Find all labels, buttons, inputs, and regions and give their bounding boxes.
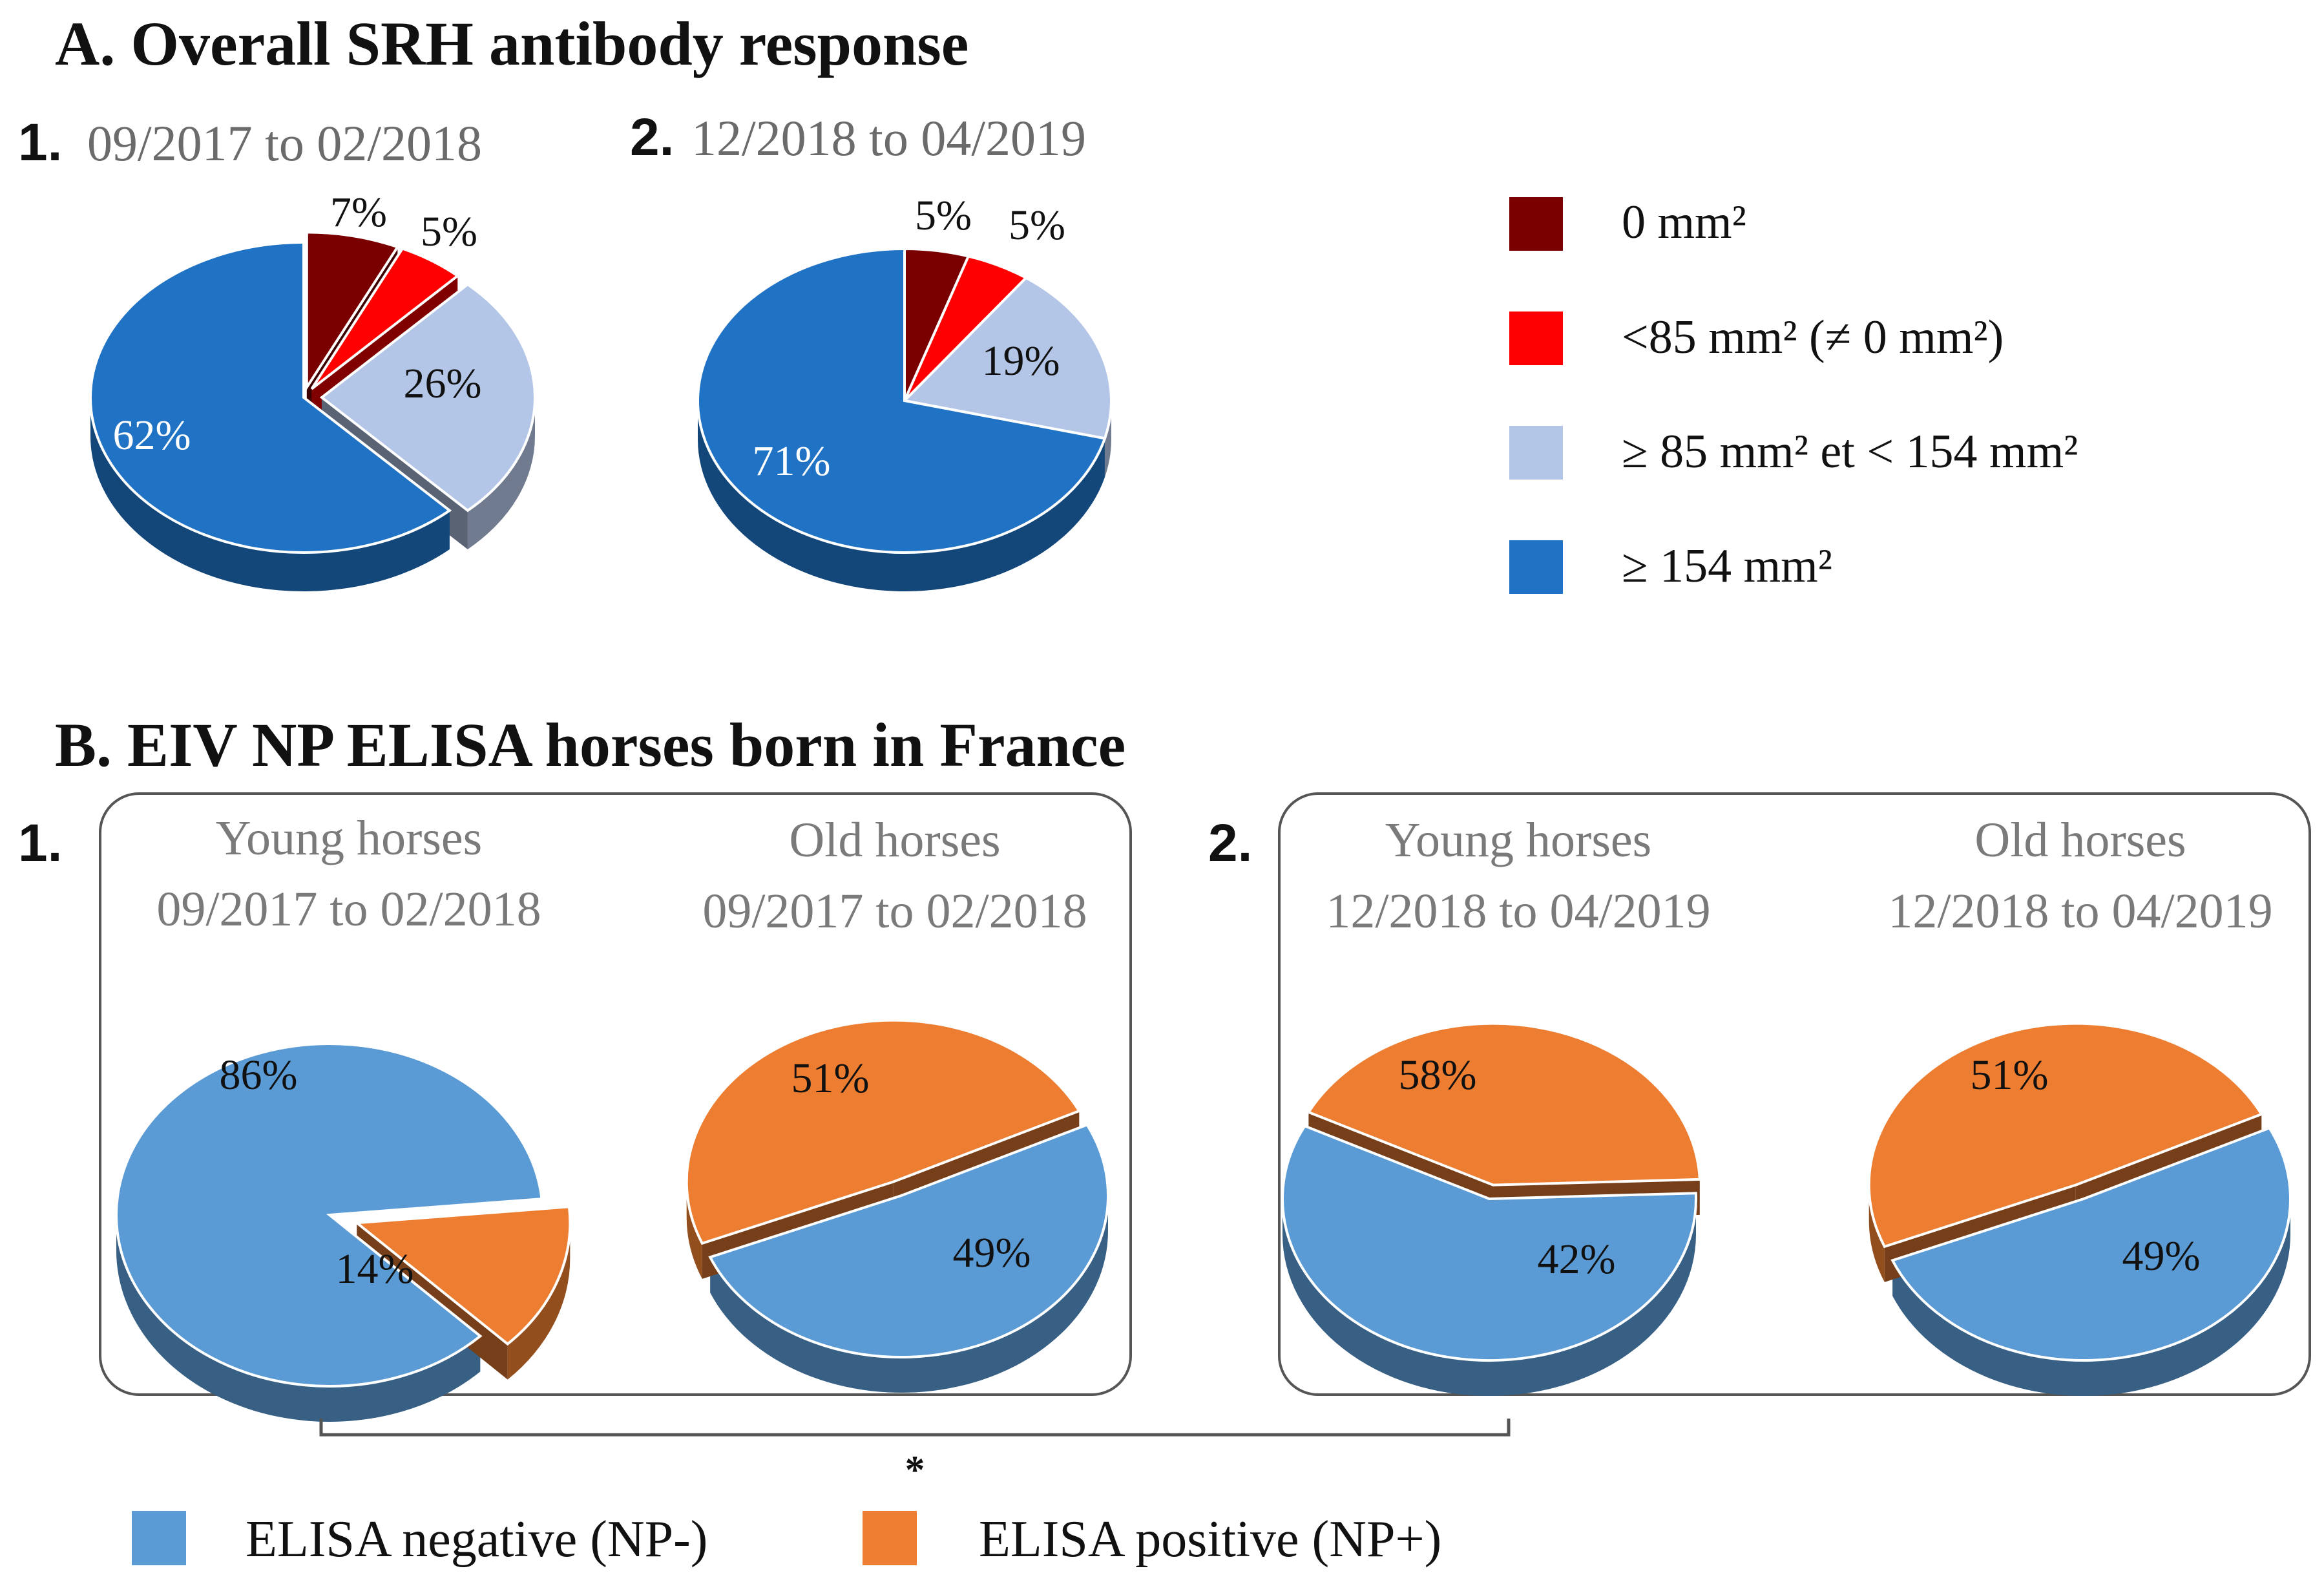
legend-label-zero: 0 mm² [1622,196,1746,249]
pie-slice-side [467,397,535,549]
pie-label-a2-2: 19% [982,337,1060,385]
b1a-title: Young horses [216,811,482,865]
pie-slice-a1-2 [319,282,536,512]
pie-label-b1b-1: 49% [953,1229,1031,1276]
legend-label-np-negative: ELISA negative (NP-) [246,1511,707,1568]
legend-swatch-zero [1509,197,1563,251]
legend-swatch-below85 [1509,312,1563,365]
pie-chart-a1: 7% 5% 26% 62% [89,189,536,592]
group-box-2 [1278,792,2311,1396]
a2-number: 2. [630,108,674,167]
pie-slice-a2-2 [901,276,1113,440]
b2b-period: 12/2018 to 04/2019 [1888,884,2272,938]
b1b-title: Old horses [789,813,1000,867]
pie-slice-side [1282,1199,1696,1396]
legend-swatch-np-negative [132,1511,186,1565]
pie-label-a2-0: 5% [915,192,972,239]
legend-label-high: ≥ 154 mm² [1622,540,1832,593]
significance-bracket [319,1419,1511,1437]
a1-number: 1. [18,113,62,172]
pie-label-b1a-0: 86% [220,1051,298,1099]
pie-slice-b2b-1 [1867,1022,2264,1249]
legend-label-mid: ≥ 85 mm² et < 154 mm² [1622,425,2078,478]
b1a-period: 09/2017 to 02/2018 [156,882,541,936]
pie-slice-side [1892,1199,2290,1397]
pie-slice-b2b-0 [1890,1126,2292,1362]
pie-slice-b1a-1 [353,1205,572,1346]
pie-label-b2a-1: 42% [1538,1236,1616,1283]
pie-slice-side [116,1215,481,1422]
b2a-title: Young horses [1385,813,1651,867]
pie-slice-side [710,1196,1108,1393]
a1-period: 09/2017 to 02/2018 [87,115,482,171]
pie-label-b1b-0: 51% [791,1055,870,1102]
a2-period: 12/2018 to 04/2019 [691,110,1086,166]
legend-swatch-high [1509,540,1563,594]
section-a-title: A. Overall SRH antibody response [55,9,968,78]
pie-label-a2-3: 71% [753,438,831,485]
pie-chart-b1b: 51% 49% [685,1019,1110,1393]
pie-chart-b2a: 58% 42% [1281,1022,1701,1396]
pie-label-b1a-1: 14% [336,1245,414,1293]
pie-label-b2b-0: 51% [1971,1051,2049,1099]
pie-slice-a2-3 [696,247,1107,554]
group-box-1 [99,792,1132,1396]
pie-label-a1-1: 5% [421,208,477,255]
legend-swatch-mid [1509,426,1563,480]
b2a-period: 12/2018 to 04/2019 [1326,884,1710,938]
pie-slice-b2a-1 [1306,1022,1701,1187]
pie-slice-side [698,401,1105,592]
pie-chart-a2: 5% 5% 19% 71% [696,192,1113,592]
pie-slice-b1b-0 [708,1123,1110,1359]
legend-swatch-np-positive [863,1511,917,1565]
pie-chart-b1a: 86% 14% [115,1042,572,1422]
pie-chart-b2b: 51% 49% [1867,1022,2292,1397]
legend-a: 0 mm² <85 mm² (≠ 0 mm²) ≥ 85 mm² et < 15… [1509,196,2078,594]
b1b-period: 09/2017 to 02/2018 [702,884,1087,938]
pie-slice-a1-0 [305,231,400,392]
pie-slice-side [507,1223,571,1380]
pie-slice-b2a-0 [1281,1124,1697,1362]
section-b-title: B. EIV NP ELISA horses born in France [55,710,1125,779]
b2b-title: Old horses [1974,813,2186,867]
pie-slice-side [1869,1185,1885,1282]
legend-label-np-positive: ELISA positive (NP+) [979,1511,1441,1568]
pie-slice-b1a-0 [115,1042,543,1388]
pie-slice-a1-3 [89,240,452,554]
pie-label-a1-2: 26% [404,360,482,407]
significance-marker: * [905,1448,925,1492]
pie-label-a2-1: 5% [1009,202,1065,249]
b2-number: 2. [1208,814,1252,872]
legend-b: ELISA negative (NP-) ELISA positive (NP+… [132,1511,1441,1568]
pie-label-b2b-1: 49% [2122,1232,2201,1280]
pie-label-b2a-0: 58% [1399,1051,1477,1099]
legend-label-below85: <85 mm² (≠ 0 mm²) [1622,311,2004,364]
pie-slice-a1-1 [310,247,460,390]
pie-label-a1-0: 7% [330,189,387,236]
pie-slice-side [90,397,450,592]
b1-number: 1. [18,814,62,872]
pie-label-a1-3: 62% [113,412,191,459]
pie-slice-side [686,1181,702,1279]
pie-slice-b1b-1 [685,1019,1082,1245]
